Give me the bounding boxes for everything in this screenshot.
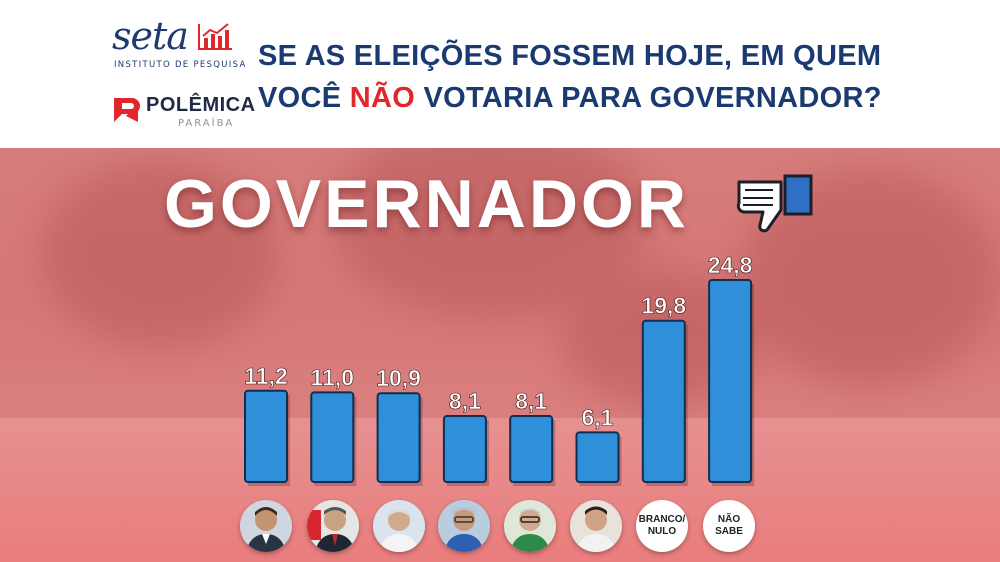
seta-logo-subtitle: INSTITUTO DE PESQUISA: [114, 60, 247, 70]
bar-7: [641, 319, 686, 483]
bar-2: [310, 391, 355, 483]
bar-1: [244, 389, 288, 484]
seta-logo: seta INSTITUTO DE PESQUISA: [112, 14, 245, 78]
chart-title: GOVERNADOR: [164, 166, 689, 242]
bar-value-label-1: 11,2: [244, 363, 288, 389]
candidate-photo-5: [504, 500, 556, 552]
bar-value-label-6: 6,1: [582, 404, 614, 430]
background-strip: [0, 418, 1000, 562]
seta-bar-chart-icon: [198, 23, 232, 50]
background-foliage: [40, 158, 280, 348]
bar-6: [575, 431, 620, 483]
bar-chart: 11,2 11,0 10,9 8,1 8,1 6,1 19,8 24,8: [244, 252, 755, 486]
bar-value-label-3: 10,9: [376, 365, 421, 391]
polemica-logo-subtitle: PARAÍBA: [178, 118, 235, 129]
bar-value-label-7: 19,8: [641, 293, 686, 319]
bar-3: [376, 392, 421, 483]
polemica-p-icon: [114, 98, 140, 122]
candidate-photo-6: [570, 500, 622, 552]
candidate-photo-1: [240, 500, 292, 552]
headline-line-2: VOCÊ NÃO VOTARIA PARA GOVERNADOR?: [258, 82, 882, 115]
bar-5: [509, 415, 554, 484]
category-label-nao-sabe: NÃO SABE: [703, 500, 755, 552]
bar-value-label-8: 24,8: [708, 252, 753, 278]
headline-line-1: SE AS ELEIÇÕES FOSSEM HOJE, EM QUEM: [258, 40, 882, 72]
candidate-photo-3: [373, 500, 425, 552]
bar-8: [708, 279, 753, 483]
polemica-logo-word: POLÊMICA: [146, 94, 256, 116]
bar-value-label-5: 8,1: [515, 388, 547, 414]
candidate-photo-4: [438, 500, 490, 552]
bar-value-label-4: 8,1: [449, 388, 481, 414]
headline-line-2-end: VOTARIA PARA GOVERNADOR?: [415, 82, 882, 114]
chart-panel: GOVERNADOR 11,2 11,0 10,9 8,1 8,1 6,1 19,8 24,8…: [0, 148, 1000, 562]
thumbs-down-icon: [736, 174, 813, 233]
header: seta INSTITUTO DE PESQUISA POLÊMICA PARA…: [0, 0, 1000, 148]
bar-4: [442, 415, 487, 484]
headline-highlight: NÃO: [349, 82, 416, 114]
headline-line-2-start: VOCÊ: [258, 82, 350, 114]
seta-logo-word: seta: [112, 14, 189, 58]
bar-value-label-2: 11,0: [311, 364, 355, 390]
category-label-branco-nulo: BRANCO/ NULO: [636, 500, 688, 552]
polemica-logo: POLÊMICA PARAÍBA: [110, 92, 255, 132]
candidate-photo-2: [307, 500, 359, 552]
background-foliage: [740, 168, 1000, 388]
